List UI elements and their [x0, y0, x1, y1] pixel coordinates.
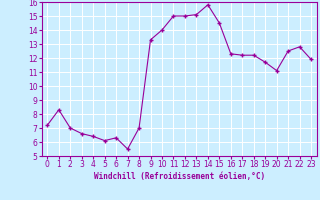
X-axis label: Windchill (Refroidissement éolien,°C): Windchill (Refroidissement éolien,°C): [94, 172, 265, 181]
